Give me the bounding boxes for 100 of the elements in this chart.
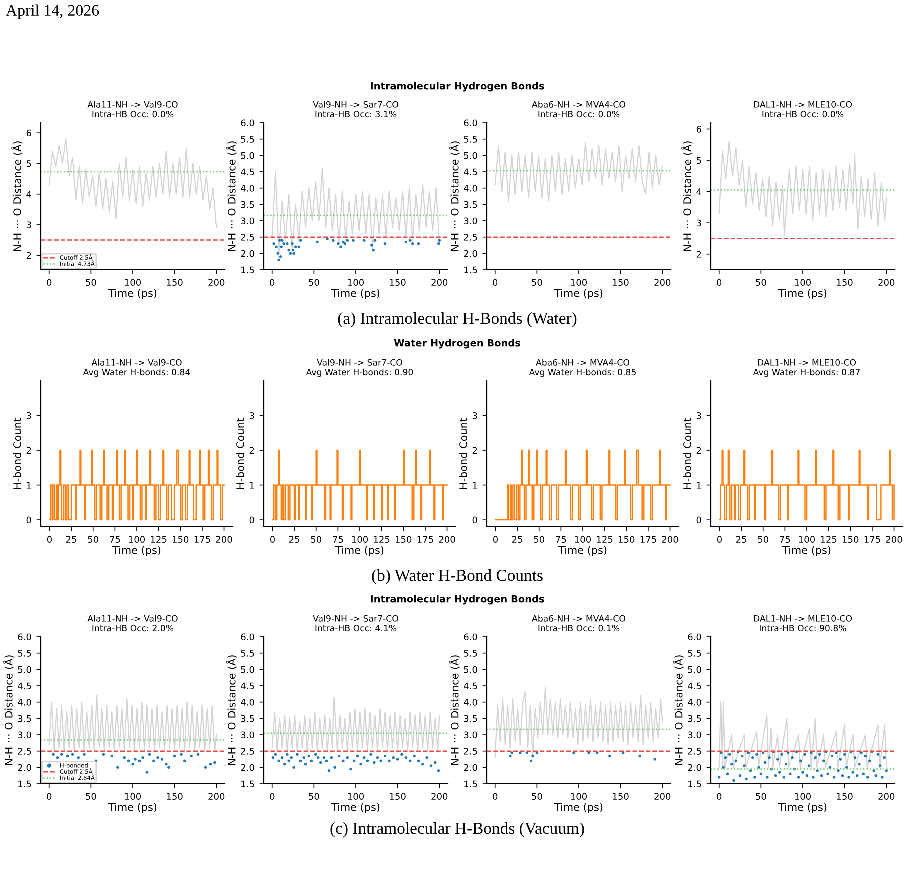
x-tick-label: 125 (151, 536, 167, 544)
y-tick-label: 3.5 (18, 715, 32, 722)
x-tick-label: 50 (532, 279, 542, 286)
y-axis-title: H-bond Count (13, 418, 22, 489)
y-tick-label: 3.5 (464, 201, 478, 208)
x-axis-title: Time (ps) (554, 289, 603, 300)
x-tick-label: 50 (88, 536, 99, 544)
y-tick-label: 1.5 (464, 780, 478, 788)
y-axis-title: N-H ··· O Distance (Å) (449, 142, 460, 252)
y-tick-label: 4.5 (464, 682, 478, 690)
y-tick-label: 1.5 (18, 780, 32, 788)
y-tick-label: 2 (26, 447, 32, 454)
y-tick-label: 2.5 (464, 748, 478, 755)
x-tick-label: 200 (432, 279, 448, 286)
x-tick-label: 175 (640, 536, 656, 544)
x-tick-label: 25 (66, 536, 76, 544)
chart-title: Val9-NH -> Sar7-CO Intra-HB Occ: 4.1% (313, 615, 398, 632)
y-tick-label: 4.0 (241, 185, 254, 192)
x-tick-label: 175 (194, 536, 210, 544)
y-tick-label: 2 (696, 251, 702, 258)
x-tick-label: 75 (556, 536, 566, 544)
x-tick-label: 150 (167, 793, 183, 800)
x-tick-label: 0 (493, 279, 498, 286)
y-tick-label: 2 (696, 447, 702, 454)
x-tick-label: 0 (493, 536, 498, 544)
y-tick-label: 5.5 (241, 650, 254, 657)
x-tick-label: 75 (780, 536, 790, 544)
y-tick-label: 2 (472, 447, 478, 454)
x-tick-label: 175 (418, 536, 434, 544)
y-tick-label: 3 (472, 412, 478, 420)
x-tick-label: 75 (110, 536, 120, 544)
y-tick-label: 6.0 (241, 120, 254, 127)
x-tick-label: 50 (534, 536, 545, 544)
chart-title: DAL1-NH -> MLE10-CO Intra-HB Occ: 90.8% (754, 615, 852, 632)
y-tick-label: 1.5 (464, 266, 478, 274)
y-tick-label: 5.0 (18, 666, 32, 674)
x-axis-title: Time (ps) (554, 803, 603, 814)
x-tick-label: 100 (799, 536, 816, 544)
x-tick-label: 200 (208, 793, 225, 800)
x-tick-label: 50 (756, 793, 766, 800)
chart-title: Aba6-NH -> MVA4-CO Avg Water H-bonds: 0.85 (529, 359, 636, 378)
x-tick-label: 25 (289, 536, 300, 544)
y-tick-label: 2.5 (241, 234, 254, 241)
x-axis-title: Time (ps) (112, 546, 161, 556)
y-tick-label: 0 (696, 516, 702, 524)
x-tick-label: 50 (311, 536, 322, 544)
y-tick-label: 4.5 (464, 168, 478, 176)
y-tick-label: 1.5 (688, 780, 702, 788)
y-axis-title: N-H ··· O Distance (Å) (226, 656, 238, 766)
y-axis-title: N-H ··· O Distance (Å) (449, 656, 460, 766)
x-tick-label: 0 (270, 279, 275, 286)
y-tick-label: 2.0 (241, 250, 254, 258)
y-tick-label: 3.5 (241, 201, 254, 208)
text: Intramolecular Hydrogen Bonds (371, 595, 544, 605)
x-axis-title: Time (ps) (558, 546, 607, 556)
x-tick-label: 100 (125, 793, 142, 800)
y-tick-label: 0 (26, 516, 32, 524)
y-tick-label: 4.0 (464, 699, 478, 706)
chart-title: Ala11-NH -> Val9-CO Intra-HB Occ: 2.0% (88, 615, 178, 632)
y-tick-label: 2.5 (18, 748, 32, 755)
x-tick-label: 50 (86, 793, 96, 800)
text: Intramolecular Hydrogen Bonds (371, 82, 544, 92)
y-tick-label: 3.0 (241, 732, 254, 739)
x-tick-label: 100 (348, 279, 364, 286)
x-tick-label: 100 (795, 793, 812, 800)
y-tick-label: 3 (250, 412, 254, 420)
x-tick-label: 200 (216, 536, 232, 544)
y-axis-title: N-H ··· O Distance (Å) (3, 656, 14, 766)
y-tick-label: 4.5 (241, 682, 254, 690)
y-tick-label: 2.5 (464, 234, 478, 241)
chart-title: Val9-NH -> Sar7-CO Avg Water H-bonds: 0.90 (306, 359, 414, 378)
x-tick-label: 0 (717, 536, 722, 544)
y-tick-label: 5.5 (241, 136, 254, 143)
x-tick-label: 175 (864, 536, 880, 544)
y-tick-label: 1 (27, 482, 32, 489)
x-tick-label: 100 (575, 536, 592, 544)
y-tick-label: 1 (697, 482, 702, 489)
x-tick-label: 150 (390, 279, 406, 286)
x-tick-label: 150 (619, 536, 635, 544)
x-tick-label: 150 (396, 536, 412, 544)
x-tick-label: 50 (309, 793, 320, 800)
y-tick-label: 3.0 (688, 732, 702, 739)
y-tick-label: 4.5 (18, 682, 32, 690)
x-tick-label: 50 (86, 279, 96, 286)
y-tick-label: 6 (26, 130, 32, 137)
y-axis-title: N-H ··· O Distance (Å) (12, 142, 23, 252)
y-tick-label: 4.0 (688, 699, 702, 706)
y-tick-label: 2.0 (241, 764, 254, 772)
y-axis-title: N-H ··· O Distance (Å) (673, 656, 684, 766)
y-tick-label: 3 (696, 412, 702, 420)
x-tick-label: 150 (837, 279, 853, 286)
y-tick-label: 5 (696, 157, 702, 164)
x-tick-label: 50 (756, 279, 766, 286)
x-tick-label: 200 (432, 793, 448, 800)
x-tick-label: 0 (47, 279, 52, 286)
x-tick-label: 50 (758, 536, 769, 544)
x-tick-label: 200 (662, 536, 678, 544)
y-tick-label: 2.0 (18, 764, 32, 772)
y-tick-label: 6.0 (241, 634, 254, 641)
text: (a) Intramolecular H-Bonds (Water) (338, 312, 577, 328)
